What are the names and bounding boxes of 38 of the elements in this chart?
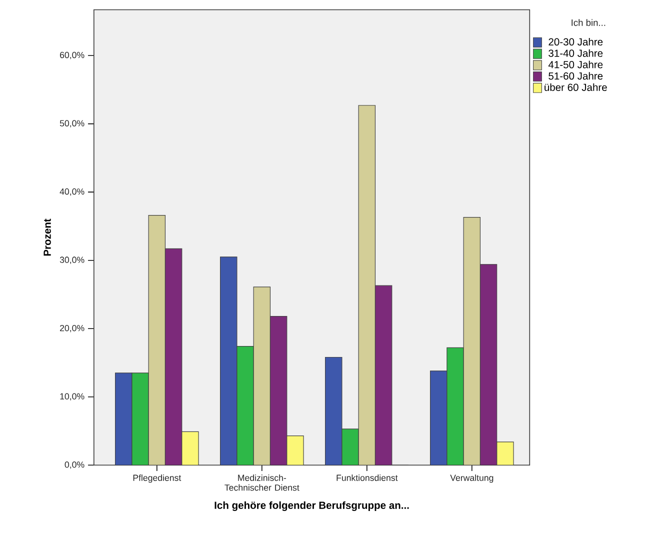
y-tick-label: 30,0% [60, 256, 84, 264]
legend-title: Ich bin... [572, 18, 606, 26]
legend-label: 51-60 Jahre [548, 72, 603, 80]
bar [446, 347, 464, 465]
x-axis-title: Ich gehöre folgender Berufsgruppe an... [214, 501, 409, 511]
bar [430, 370, 448, 465]
bar [220, 256, 237, 465]
bar [342, 428, 359, 465]
y-tick-label: 50,0% [60, 120, 84, 128]
bar [480, 264, 498, 465]
legend-label: 41-50 Jahre [548, 60, 603, 68]
y-tick-label: 10,0% [60, 393, 84, 400]
legend-label: 31-40 Jahre [548, 49, 603, 57]
bar [132, 372, 149, 465]
bar [254, 286, 270, 465]
x-tick-label: Funktionsdienst [336, 474, 398, 481]
bar [463, 216, 481, 465]
x-tick-label: Verwaltung [450, 474, 494, 482]
bar [270, 316, 287, 465]
y-axis-title: Prozent [44, 218, 51, 256]
legend-label: über 60 Jahre [544, 83, 607, 91]
bar [358, 105, 376, 465]
bar [115, 372, 132, 465]
x-tick-label: Medizinisch-Technischer Dienst [224, 474, 300, 491]
bar [286, 436, 304, 465]
y-tick-label: 60,0% [60, 52, 84, 59]
bar [182, 431, 199, 465]
y-tick-label: 0,0% [64, 461, 84, 469]
bar [325, 357, 342, 465]
bar [375, 285, 392, 465]
x-tick-label: Pflegedienst [133, 474, 182, 482]
y-tick-label: 20,0% [60, 324, 84, 332]
bar [148, 215, 166, 465]
legend-label: 20-30 Jahre [548, 38, 603, 46]
y-tick-label: 40,0% [60, 188, 84, 196]
bar [496, 441, 514, 465]
bar [236, 346, 254, 465]
bar [165, 248, 182, 465]
